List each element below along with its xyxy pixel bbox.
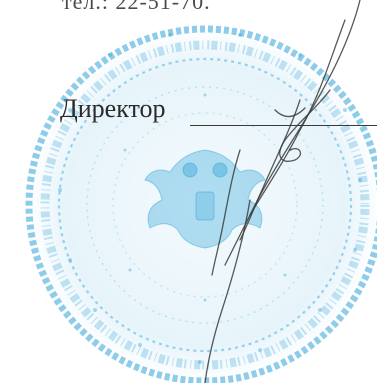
signature-line xyxy=(190,125,377,126)
stamp-text-band xyxy=(40,40,370,370)
director-label: Директор xyxy=(60,94,166,123)
phone-line: тел.: 22-51-70. xyxy=(62,0,211,14)
